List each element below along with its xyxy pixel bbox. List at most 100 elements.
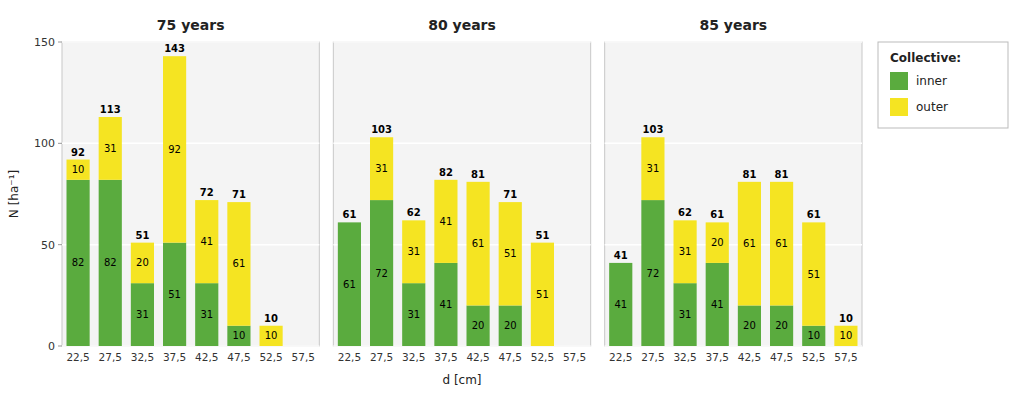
tick-label: 47,5 [499,351,522,363]
tick-label: 37,5 [706,351,729,363]
total-label: 143 [164,43,185,54]
data-label: 31 [679,309,692,320]
tick-label: 52,5 [259,351,282,363]
data-label: 31 [200,309,213,320]
chart: 0501001508282315131101031209241611092113… [0,0,1024,407]
total-label: 103 [642,124,663,135]
bar [641,137,664,200]
total-label: 71 [232,189,246,200]
bar [370,200,393,346]
total-label: 81 [471,169,485,180]
data-label: 41 [440,216,453,227]
bar [67,160,90,180]
bar [227,326,250,346]
tick-label: 0 [48,340,55,353]
data-label: 41 [614,299,627,310]
bar [338,222,361,346]
data-label: 51 [536,289,549,300]
bar [163,243,186,346]
bar [434,180,457,263]
bar [706,263,729,346]
x-axis-label: d [cm] [442,373,481,387]
bar [770,305,793,346]
bar [674,283,697,346]
total-label: 61 [342,209,356,220]
tick-mark [58,346,62,347]
total-label: 81 [742,169,756,180]
total-label: 72 [200,187,214,198]
bar [67,180,90,346]
data-label: 61 [472,238,485,249]
bar [467,182,490,306]
title: 85 years [699,17,767,33]
panel: 6172314120203131416151516110362828171512… [333,17,590,387]
data-label: 31 [407,246,420,257]
tick-label: 27,5 [99,351,122,363]
data-label: 41 [711,299,724,310]
bars [609,137,857,346]
labels: 617231412020313141615151611036282817151 [342,124,549,331]
bar [802,326,825,346]
panel: 4172314120201031312061615110411036261818… [605,17,862,363]
data-label: 51 [504,248,517,259]
bar [609,262,632,263]
data-label: 20 [136,257,149,268]
data-label: 51 [807,269,820,280]
total-label: 62 [678,207,692,218]
bar [770,182,793,306]
bar [99,117,122,180]
tick-label: 42,5 [195,351,218,363]
tick-label: 32,5 [673,351,696,363]
bar [195,283,218,346]
total-label: 51 [535,230,549,241]
tick-label: 37,5 [434,351,457,363]
tick-label: 22,5 [66,351,89,363]
bar [834,326,857,346]
data-label: 20 [504,320,517,331]
tick-label: 42,5 [466,351,489,363]
data-label: 61 [775,238,788,249]
data-label: 10 [233,330,246,341]
data-label: 10 [807,330,820,341]
bar [292,346,315,347]
data-label: 82 [72,257,85,268]
bar [370,137,393,200]
bar [434,263,457,346]
data-label: 10 [840,330,853,341]
data-label: 20 [472,320,485,331]
tick-mark [58,143,62,144]
bar [131,243,154,284]
labels: 8282315131101031209241611092113511437271… [71,43,278,341]
total-label: 51 [135,230,149,241]
data-label: 31 [679,246,692,257]
legend-entry: outer [916,100,948,114]
data-label: 31 [104,143,117,154]
total-label: 41 [614,250,628,261]
bar [738,182,761,306]
data-label: 31 [136,309,149,320]
bar [609,263,632,346]
tick-label: 22,5 [338,351,361,363]
data-label: 10 [72,164,85,175]
data-label: 20 [711,237,724,248]
tick-label: 22,5 [609,351,632,363]
data-label: 31 [375,163,388,174]
bar [802,222,825,325]
tick-label: 47,5 [227,351,250,363]
tick-label: 100 [34,137,55,150]
total-label: 61 [807,209,821,220]
grid-line [605,41,862,43]
data-label: 20 [743,320,756,331]
legend-entry: inner [916,74,947,88]
bar [531,243,554,346]
data-label: 82 [104,257,117,268]
panel: 0501001508282315131101031209241611092113… [7,17,319,363]
plot-area [333,42,590,346]
bar [674,220,697,283]
tick-label: 37,5 [163,351,186,363]
legend-swatch [890,98,908,116]
bar [563,346,586,347]
bar [260,326,283,346]
grid-line [333,41,590,43]
total-label: 82 [439,167,453,178]
